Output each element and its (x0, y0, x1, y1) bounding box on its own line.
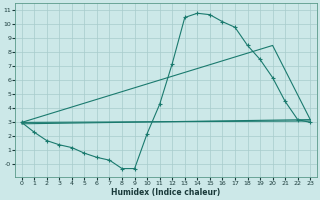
X-axis label: Humidex (Indice chaleur): Humidex (Indice chaleur) (111, 188, 220, 197)
